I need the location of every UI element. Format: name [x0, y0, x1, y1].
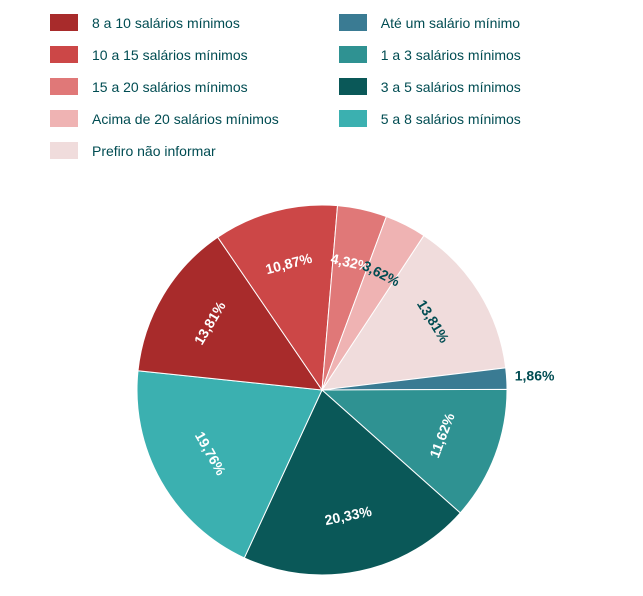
legend-item-ate1: Até um salário mínimo [339, 14, 521, 31]
legend-item-prefiro: Prefiro não informar [50, 142, 279, 159]
legend-label: 15 a 20 salários mínimos [92, 80, 248, 94]
legend-swatch [50, 14, 78, 31]
legend-item-s5a8: 5 a 8 salários mínimos [339, 110, 521, 127]
legend-swatch [339, 14, 367, 31]
legend-swatch [339, 46, 367, 63]
legend-item-s8a10: 8 a 10 salários mínimos [50, 14, 279, 31]
legend-swatch [50, 142, 78, 159]
legend-label: 10 a 15 salários mínimos [92, 48, 248, 62]
legend-label: Até um salário mínimo [381, 16, 520, 30]
legend-swatch [50, 110, 78, 127]
slice-label-ate1: 1,86% [514, 368, 554, 384]
legend-label: Prefiro não informar [92, 144, 216, 158]
legend-label: 5 a 8 salários mínimos [381, 112, 521, 126]
legend-item-s3a5: 3 a 5 salários mínimos [339, 78, 521, 95]
legend-item-s15a20: 15 a 20 salários mínimos [50, 78, 279, 95]
legend-swatch [50, 46, 78, 63]
legend-swatch [339, 78, 367, 95]
pie-area: 13,81%1,86%11,62%20,33%19,76%13,81%10,87… [0, 190, 643, 596]
legend-label: 1 a 3 salários mínimos [381, 48, 521, 62]
legend-label: 3 a 5 salários mínimos [381, 80, 521, 94]
legend-col-left: 8 a 10 salários mínimos 10 a 15 salários … [50, 14, 279, 159]
legend-col-right: Até um salário mínimo 1 a 3 salários míni… [339, 14, 521, 159]
legend: 8 a 10 salários mínimos 10 a 15 salários … [50, 14, 610, 159]
legend-label: Acima de 20 salários mínimos [92, 112, 279, 126]
legend-swatch [339, 110, 367, 127]
legend-swatch [50, 78, 78, 95]
legend-label: 8 a 10 salários mínimos [92, 16, 240, 30]
legend-item-s1a3: 1 a 3 salários mínimos [339, 46, 521, 63]
legend-item-s10a15: 10 a 15 salários mínimos [50, 46, 279, 63]
legend-item-acima20: Acima de 20 salários mínimos [50, 110, 279, 127]
salary-pie-chart: 8 a 10 salários mínimos 10 a 15 salários … [0, 0, 643, 596]
